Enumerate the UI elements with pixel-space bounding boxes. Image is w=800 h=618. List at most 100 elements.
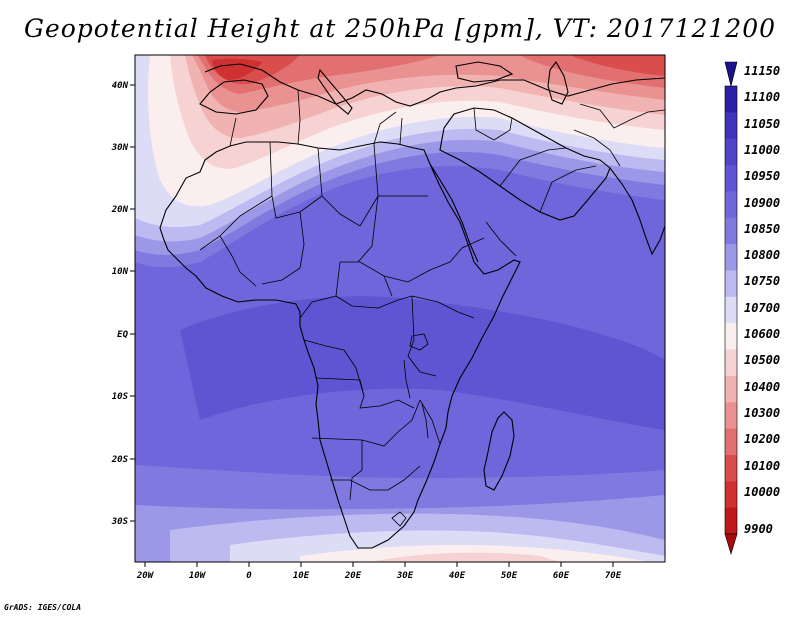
colorbar-label: 10000 xyxy=(744,485,780,499)
colorbar-cell xyxy=(725,138,737,166)
border-segment xyxy=(373,111,397,145)
colorbar-label: 10700 xyxy=(744,301,780,315)
colorbar-cell xyxy=(725,507,737,535)
border-segment xyxy=(311,399,421,447)
colorbar-cell xyxy=(725,244,737,271)
europe-coastline xyxy=(204,63,665,107)
colorbar-label: 10850 xyxy=(744,222,780,236)
colorbar-label: 10100 xyxy=(744,459,780,473)
colorbar-label: 11000 xyxy=(744,143,780,157)
lon-axis: 20W 10W 0 10E 20E 30E 40E 50E 60E 70E xyxy=(136,562,622,581)
lake-malawi xyxy=(421,403,429,439)
border-segment xyxy=(335,295,413,309)
colorbar-label: 10600 xyxy=(744,327,780,341)
lat-tick-label: 20S xyxy=(111,455,129,465)
border-segment xyxy=(340,261,451,283)
lon-tick-label: 10W xyxy=(189,571,207,581)
colorbar-label: 9900 xyxy=(744,522,773,536)
colorbar-labels: 11150 11100 11050 11000 10950 10900 1085… xyxy=(744,64,780,536)
colorbar-label: 10800 xyxy=(744,248,780,262)
field-band-south-10500 xyxy=(370,552,560,562)
coastlines xyxy=(159,61,665,549)
border-segment xyxy=(261,211,305,285)
border-segment xyxy=(349,440,363,501)
india-coastline xyxy=(609,167,665,256)
lesotho-outline xyxy=(391,511,407,527)
lat-tick-label: 10N xyxy=(112,267,129,277)
colorbar-cell xyxy=(725,165,737,192)
colorbar-label: 11050 xyxy=(744,117,780,131)
lon-tick-label: 60E xyxy=(553,571,570,581)
colorbar-label: 10500 xyxy=(744,353,780,367)
border-segment xyxy=(299,261,341,319)
colorbar-cell xyxy=(725,86,737,113)
colorbar-label: 10400 xyxy=(744,380,780,394)
colorbar-cell xyxy=(725,402,737,430)
lat-axis: 40N 30N 20N 10N EQ 10S 20S 30S xyxy=(111,81,135,527)
border-segment xyxy=(573,129,621,167)
africa-coastline xyxy=(159,141,521,549)
field-band-10000 xyxy=(212,58,262,80)
plot-frame xyxy=(134,54,666,563)
lat-tick-label: 10S xyxy=(112,392,129,402)
red-sea-coast xyxy=(429,163,479,263)
border-segment xyxy=(219,235,257,287)
colorbar-top-arrow xyxy=(724,61,738,87)
colorbar-cell xyxy=(725,375,737,403)
colorbar-cell xyxy=(725,112,737,140)
border-segment xyxy=(485,221,517,257)
border-segment xyxy=(449,237,485,263)
colorbar-label: 10200 xyxy=(744,432,780,446)
borders xyxy=(199,89,665,527)
border-segment xyxy=(419,399,441,445)
lat-tick-label: EQ xyxy=(117,330,128,340)
border-segment xyxy=(383,275,393,297)
colorbar-label: 11100 xyxy=(744,90,780,104)
colorbar-cell xyxy=(725,270,737,298)
madagascar-coastline xyxy=(483,411,515,491)
lon-tick-label: 50E xyxy=(501,571,518,581)
border-segment xyxy=(499,147,567,187)
lat-tick-label: 30N xyxy=(111,143,129,153)
colorbar-cells xyxy=(724,85,738,535)
border-segment xyxy=(297,89,301,145)
lake-tanganyika xyxy=(403,359,411,399)
lon-tick-label: 20W xyxy=(136,571,155,581)
colorbar-cell xyxy=(725,428,737,456)
border-segment xyxy=(321,195,379,227)
border-segment xyxy=(315,377,365,397)
lon-tick-label: 40E xyxy=(449,571,466,581)
colorbar-cell xyxy=(725,217,737,245)
lon-tick-label: 30E xyxy=(396,571,414,581)
italy-coastline xyxy=(317,68,353,115)
lat-tick-label: 30S xyxy=(111,517,129,527)
colorbar-label: 10950 xyxy=(744,169,780,183)
border-segment xyxy=(407,295,437,377)
border-segment xyxy=(199,141,273,251)
caspian-coastline xyxy=(547,61,569,105)
border-segment xyxy=(579,103,665,129)
height-field xyxy=(135,55,665,562)
colorbar-cell xyxy=(725,323,737,351)
colorbar-label: 11150 xyxy=(744,64,780,78)
lat-tick-label: 20N xyxy=(111,205,129,215)
lake-victoria xyxy=(409,333,429,351)
field-band-10100-east xyxy=(570,55,665,76)
colorbar-cell xyxy=(725,349,737,377)
colorbar-cell xyxy=(725,481,737,509)
colorbar-label: 10750 xyxy=(744,274,780,288)
border-segment xyxy=(399,117,403,145)
colorbar-cell xyxy=(725,191,737,219)
colorbar-label: 10300 xyxy=(744,406,780,420)
border-segment xyxy=(473,107,513,141)
border-segment xyxy=(303,339,357,369)
iberia-coastline xyxy=(199,79,269,115)
border-segment xyxy=(229,117,237,147)
black-sea-coastline xyxy=(455,61,514,83)
lon-tick-label: 70E xyxy=(605,571,622,581)
grads-credit: GrADS: IGES/COLA xyxy=(4,603,82,612)
lon-tick-label: 20E xyxy=(344,571,362,581)
colorbar: 11150 11100 11050 11000 10950 10900 1085… xyxy=(724,61,780,556)
lon-tick-label: 10E xyxy=(293,571,310,581)
